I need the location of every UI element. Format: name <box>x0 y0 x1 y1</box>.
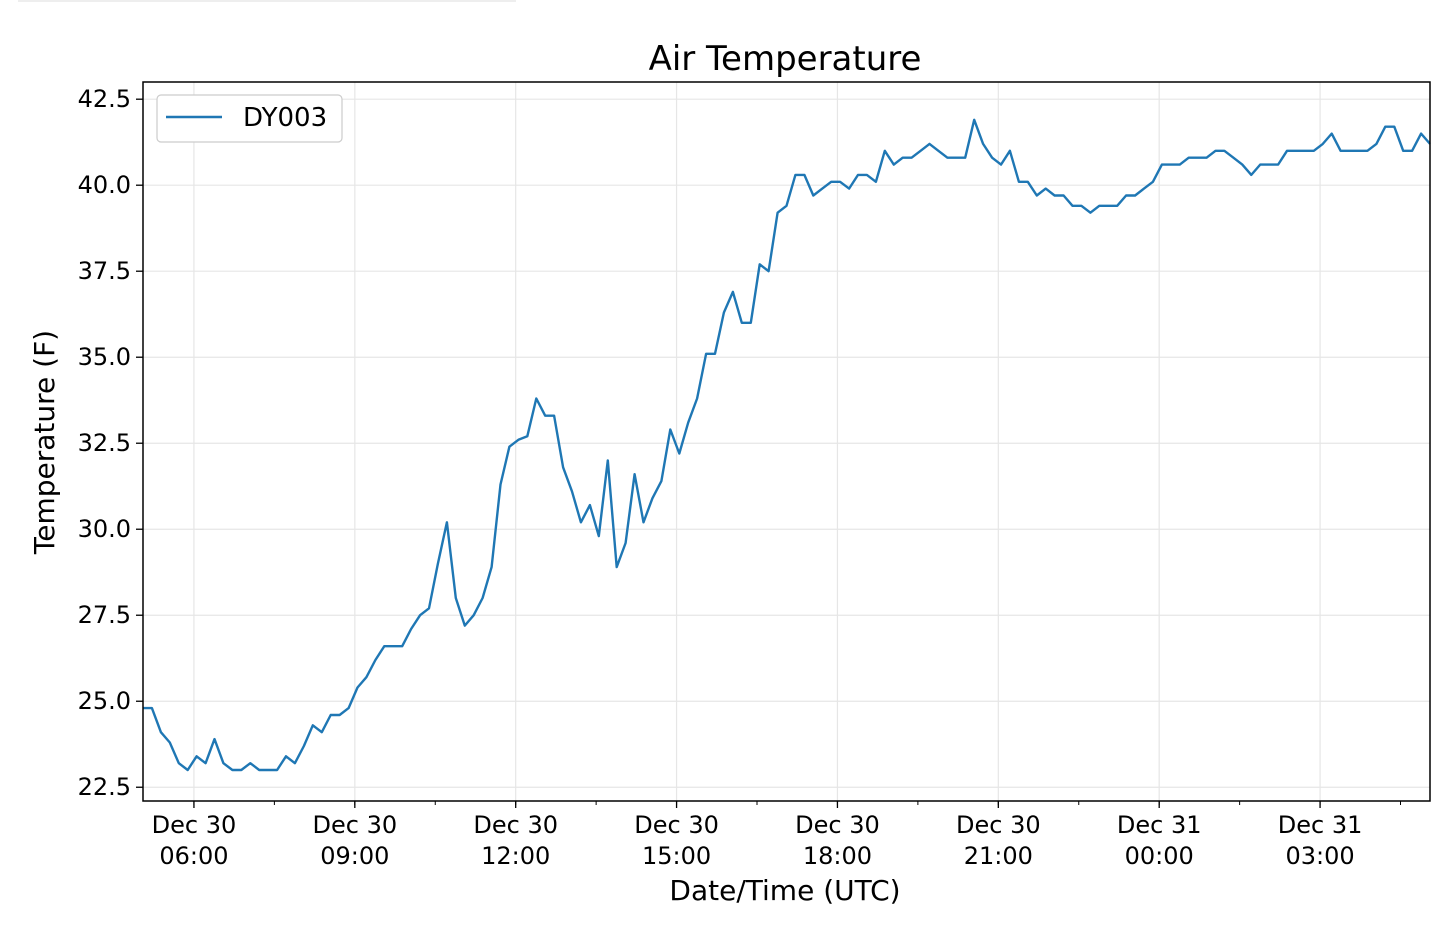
legend: DY003 <box>156 94 343 143</box>
y-tick-label: 32.5 <box>78 429 131 457</box>
x-tick-label-time: 18:00 <box>803 842 872 870</box>
x-axis: Dec 30 06:00 Dec 30 09:00 Dec 30 12:00 Dec 30 1… <box>152 801 1402 870</box>
x-tick-label-time: 03:00 <box>1285 842 1354 870</box>
x-tick-label-date: Dec 31 <box>1117 811 1202 839</box>
y-tick-label: 22.5 <box>78 773 131 801</box>
x-tick-label-date: Dec 30 <box>473 811 558 839</box>
series-line-dy003 <box>143 118 1431 772</box>
x-tick-label-date: Dec 30 <box>956 811 1041 839</box>
x-axis-label: Date/Time (UTC) <box>669 874 900 907</box>
x-tick-label-date: Dec 30 <box>795 811 880 839</box>
x-tick-label-time: 06:00 <box>159 842 228 870</box>
x-tick-label-time: 15:00 <box>642 842 711 870</box>
grid-lines <box>143 82 1430 801</box>
x-tick-label-date: Dec 30 <box>313 811 398 839</box>
y-axis: 22.5 25.0 27.5 30.0 32.5 35.0 37.5 40.0 42.5 <box>78 85 143 801</box>
legend-box <box>156 94 343 143</box>
y-tick-label: 27.5 <box>78 601 131 629</box>
y-tick-label: 37.5 <box>78 257 131 285</box>
x-tick-label-date: Dec 31 <box>1278 811 1363 839</box>
y-tick-label: 25.0 <box>78 687 131 715</box>
y-tick-label: 30.0 <box>78 515 131 543</box>
x-tick-label-time: 00:00 <box>1125 842 1194 870</box>
x-tick-label-date: Dec 30 <box>634 811 719 839</box>
plot-frame <box>142 81 1431 802</box>
y-axis-label: Temperature (F) <box>28 330 61 555</box>
legend-label-dy003: DY003 <box>243 103 327 133</box>
top-border-strip <box>18 0 516 2</box>
y-tick-label: 35.0 <box>78 343 131 371</box>
y-tick-label: 40.0 <box>78 171 131 199</box>
x-tick-label-time: 12:00 <box>481 842 550 870</box>
chart-title: Air Temperature <box>649 39 922 79</box>
x-tick-label-date: Dec 30 <box>152 811 237 839</box>
y-tick-label: 42.5 <box>78 85 131 113</box>
x-tick-label-time: 09:00 <box>320 842 389 870</box>
x-tick-label-time: 21:00 <box>964 842 1033 870</box>
series-lines <box>142 118 1431 772</box>
